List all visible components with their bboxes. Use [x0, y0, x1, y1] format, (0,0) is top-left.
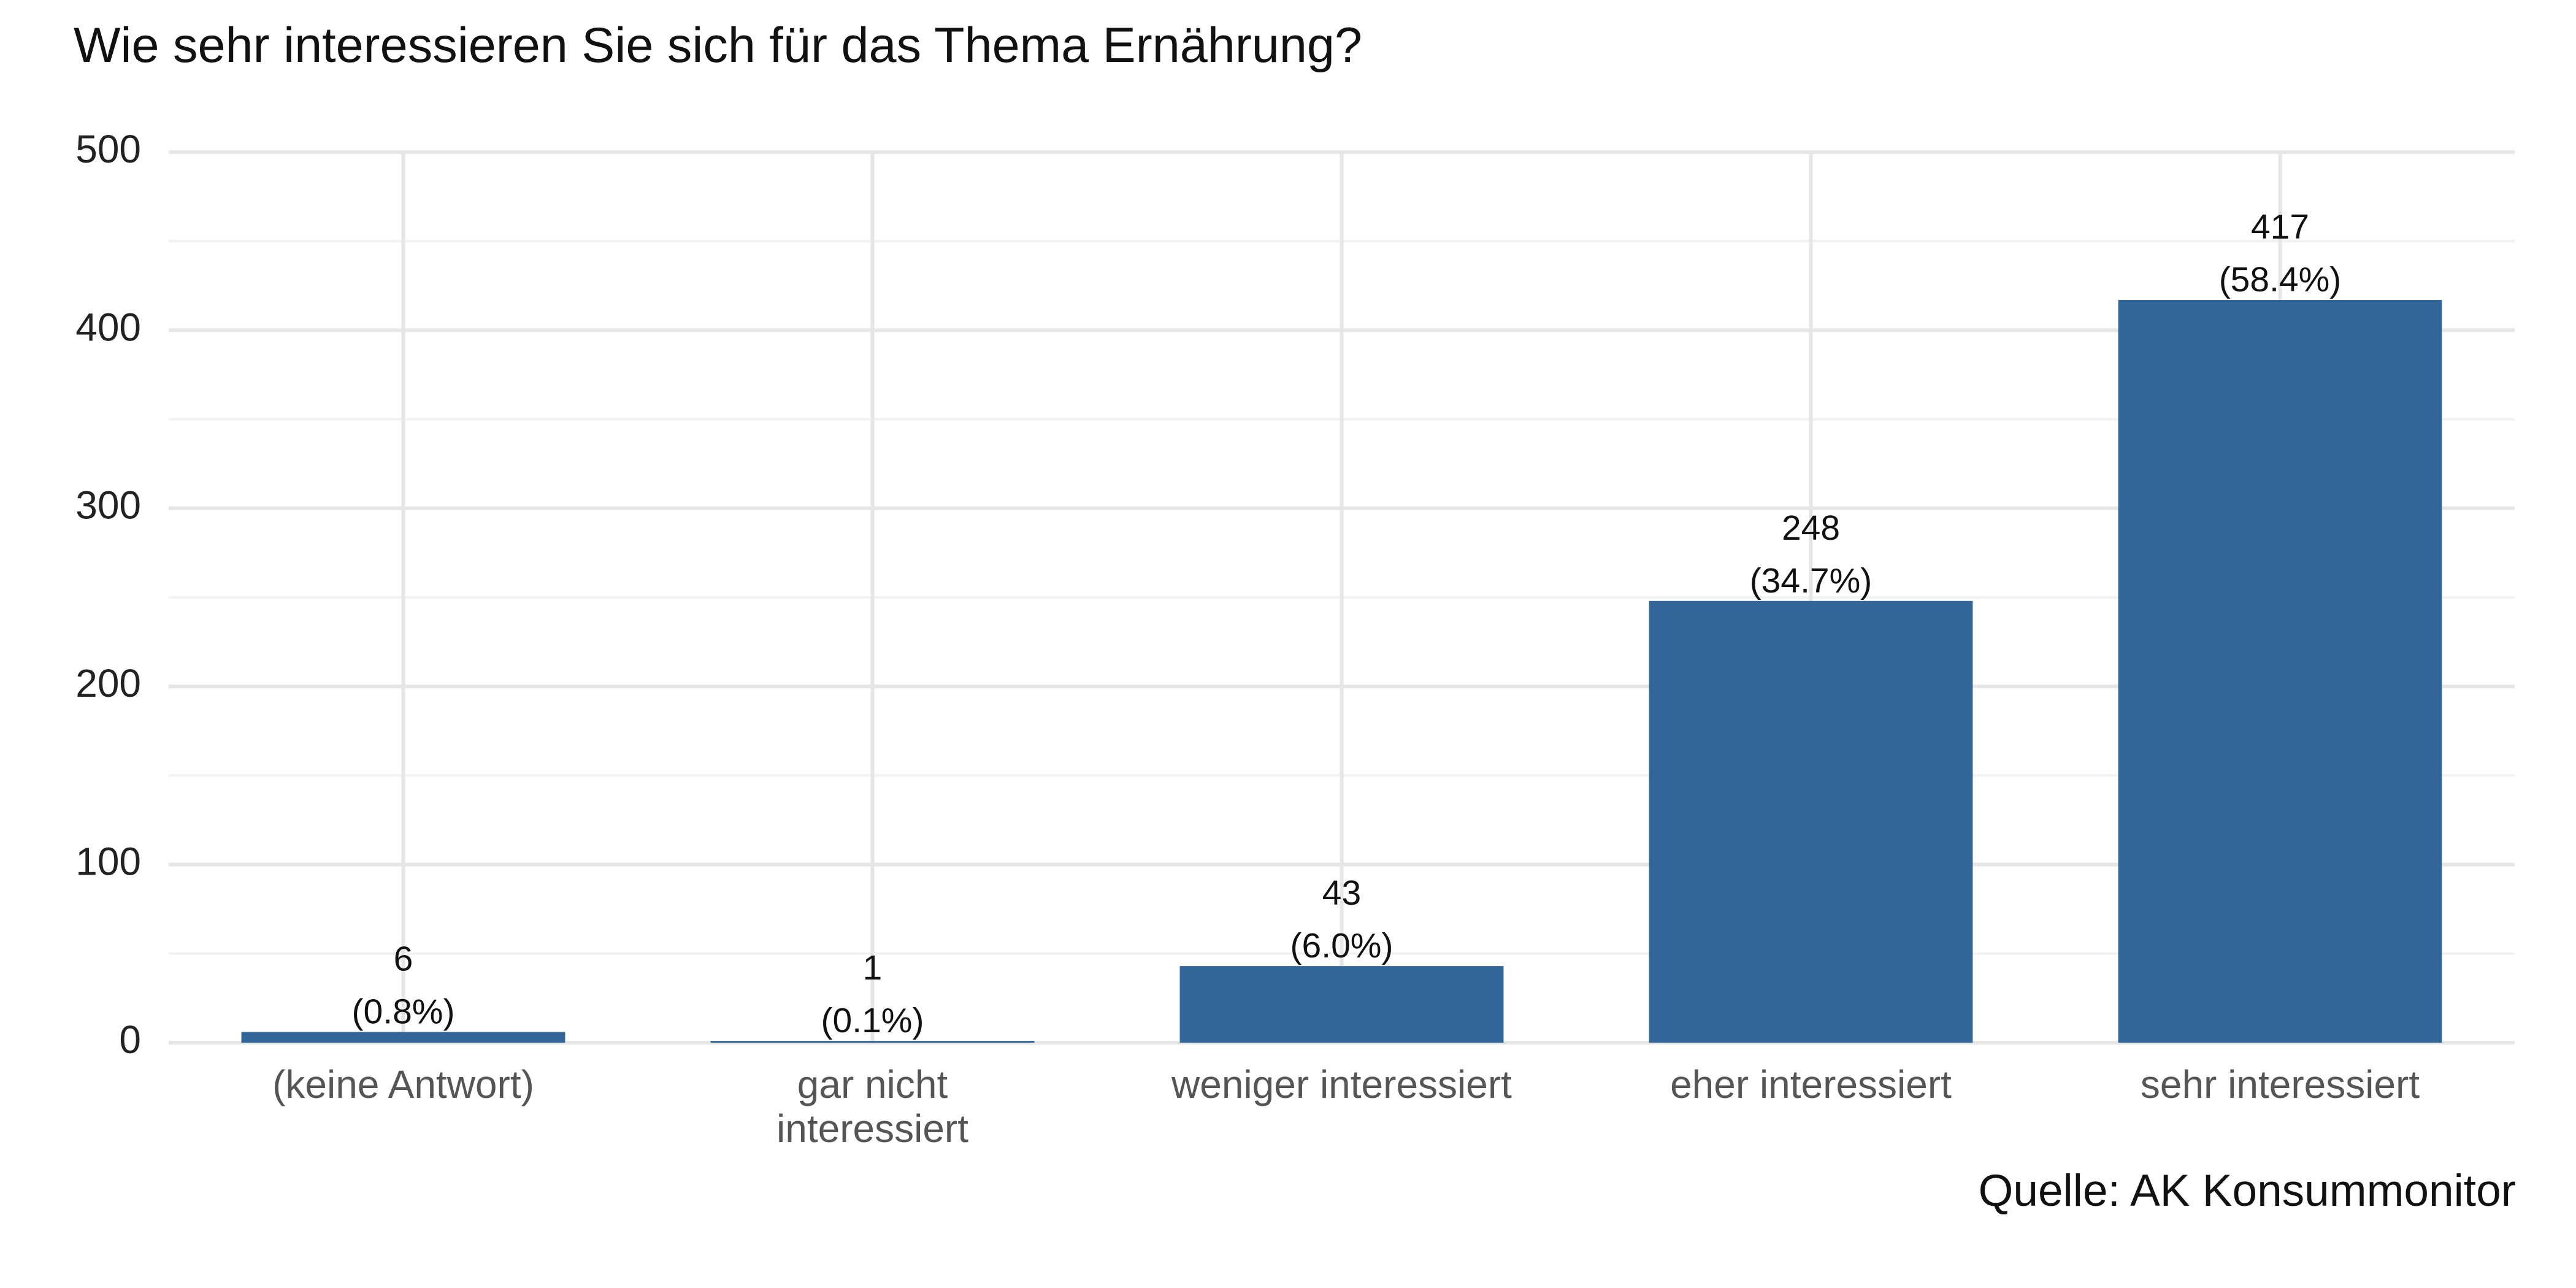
bar-percent-label: (34.7%) [1750, 561, 1873, 600]
bar [2118, 300, 2442, 1043]
y-tick-label: 500 [75, 127, 141, 171]
x-tick-label: sehr interessiert [2141, 1062, 2420, 1106]
data-labels: (0.8%) 6 (0.1%) 1 (6.0%) 43 (34.7%) 248 (58.4%) 4… [352, 207, 2342, 1040]
y-tick-label: 400 [75, 305, 141, 349]
bar-value-label: 43 [1322, 873, 1361, 913]
bar-percent-label: (0.8%) [352, 992, 455, 1032]
x-tick-label-line: gar nicht [797, 1062, 948, 1106]
y-tick-label: 100 [75, 840, 141, 884]
x-tick-label: eher interessiert [1670, 1062, 1952, 1106]
y-tick-label: 200 [75, 661, 141, 705]
x-tick-label-line: interessiert [776, 1106, 968, 1151]
bar [1179, 966, 1504, 1043]
bar [710, 1041, 1035, 1043]
bar-value-label: 1 [863, 948, 883, 987]
y-axis: 0 100 200 300 400 500 [75, 127, 141, 1062]
y-tick-label: 300 [75, 483, 141, 527]
x-tick-label-line: weniger interessiert [1171, 1062, 1512, 1106]
x-tick-label-line: (keine Antwort) [272, 1062, 534, 1106]
x-tick-label: (keine Antwort) [272, 1062, 534, 1106]
bar [241, 1032, 565, 1043]
bar-value-label: 248 [1782, 508, 1840, 548]
bars [241, 300, 2442, 1043]
bar-percent-label: (6.0%) [1290, 926, 1393, 965]
x-tick-label-line: eher interessiert [1670, 1062, 1952, 1106]
bar-percent-label: (0.1%) [821, 1001, 924, 1040]
x-axis: (keine Antwort) gar nicht interessiert weni… [272, 1062, 2420, 1151]
bar-value-label: 6 [394, 940, 413, 979]
bar [1649, 600, 1973, 1043]
x-tick-label-line: sehr interessiert [2141, 1062, 2420, 1106]
y-tick-label: 0 [119, 1018, 141, 1062]
chart-caption: Quelle: AK Konsummonitor [1978, 1166, 2516, 1216]
bar-value-label: 417 [2251, 207, 2309, 247]
x-tick-label: gar nicht interessiert [776, 1062, 968, 1151]
chart-title: Wie sehr interessieren Sie sich für das … [74, 18, 1363, 73]
x-tick-label: weniger interessiert [1171, 1062, 1512, 1106]
bar-percent-label: (58.4%) [2219, 260, 2342, 299]
